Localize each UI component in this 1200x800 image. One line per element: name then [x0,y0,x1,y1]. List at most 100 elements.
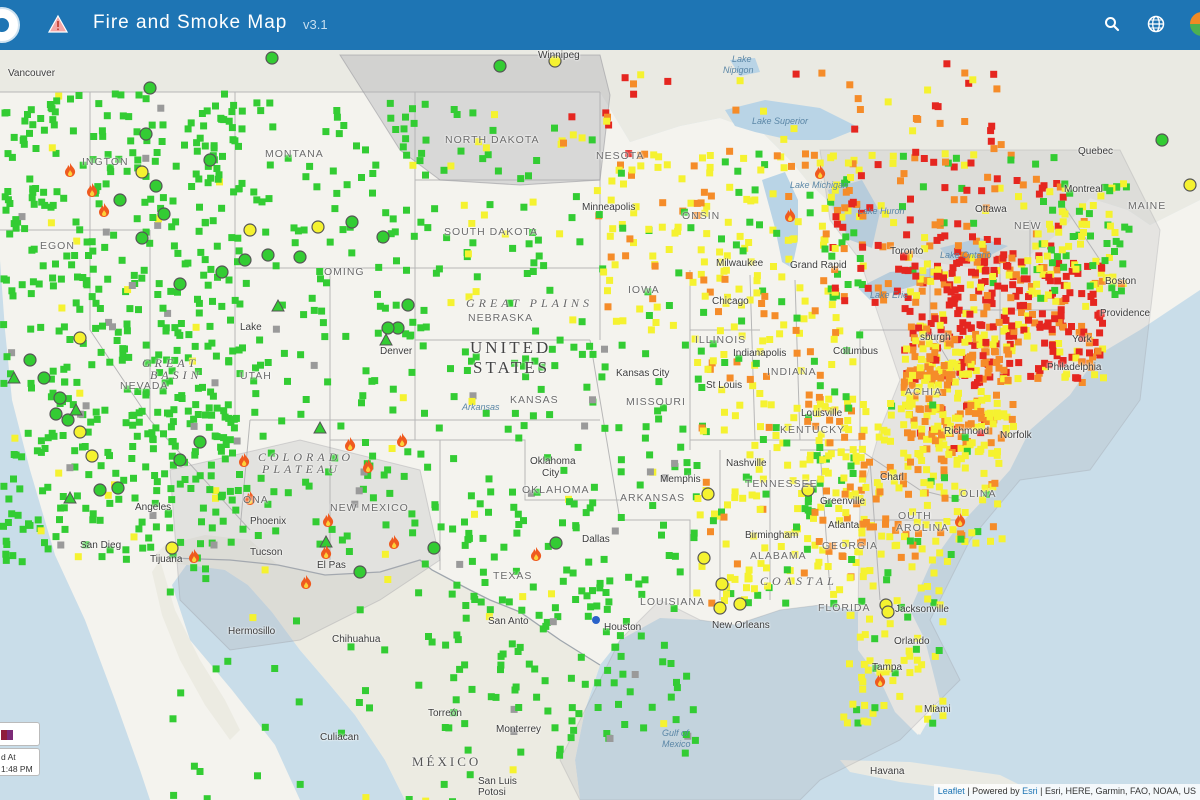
aqi-sensor-square[interactable] [1002,425,1010,432]
aqi-sensor-square[interactable] [409,318,417,326]
aqi-sensor-square[interactable] [270,488,278,496]
aqi-sensor-square[interactable] [109,323,116,331]
aqi-sensor-square[interactable] [919,267,927,275]
aqi-sensor-square[interactable] [168,367,176,375]
aqi-sensor-square[interactable] [971,409,979,417]
aqi-sensor-square[interactable] [874,241,882,249]
aqi-sensor-square[interactable] [879,291,887,299]
aqi-sensor-square[interactable] [26,175,34,183]
aqi-sensor-square[interactable] [583,383,591,391]
aqi-sensor-square[interactable] [738,317,746,325]
aqi-sensor-square[interactable] [939,618,947,626]
aqi-sensor-square[interactable] [1057,306,1065,314]
aqi-sensor-square[interactable] [302,478,310,486]
aqi-sensor-square[interactable] [1005,271,1013,279]
aqi-sensor-square[interactable] [98,127,106,135]
aqi-sensor-square[interactable] [939,311,947,319]
aqi-sensor-square[interactable] [773,444,781,452]
aqi-sensor-square[interactable] [10,475,17,483]
aqi-sensor-square[interactable] [901,355,909,363]
aqi-sensor-square[interactable] [424,224,432,232]
aqi-sensor-square[interactable] [932,537,940,545]
aqi-sensor-square[interactable] [321,333,329,341]
aqi-sensor-square[interactable] [967,159,975,167]
aqi-sensor-square[interactable] [1036,265,1044,273]
aqi-sensor-square[interactable] [931,221,939,229]
aqi-sensor-square[interactable] [951,378,959,386]
aqi-sensor-square[interactable] [854,548,862,556]
aqi-sensor-square[interactable] [560,139,567,147]
aqi-sensor-square[interactable] [784,423,792,431]
aqi-sensor-square[interactable] [847,462,855,470]
aqi-sensor-square[interactable] [750,532,758,540]
aqi-sensor-square[interactable] [442,641,450,649]
aqi-sensor-square[interactable] [107,168,115,176]
aqi-sensor-square[interactable] [904,454,912,462]
aqi-sensor-square[interactable] [1027,283,1035,290]
aqi-sensor-square[interactable] [403,151,411,159]
aqi-sensor-square[interactable] [924,583,931,590]
aqi-sensor-square[interactable] [569,131,577,139]
aqi-sensor-square[interactable] [722,266,730,274]
aqi-sensor-square[interactable] [88,361,96,369]
aqi-sensor-square[interactable] [447,162,455,170]
aqi-sensor-square[interactable] [228,496,236,504]
aqi-sensor-square[interactable] [89,247,97,255]
aqi-sensor-square[interactable] [416,157,424,165]
aqi-sensor-square[interactable] [617,652,625,660]
aqi-sensor-square[interactable] [911,262,919,270]
aqi-sensor-square[interactable] [961,69,969,77]
aqi-sensor-square[interactable] [1097,262,1105,270]
aqi-sensor-square[interactable] [727,590,735,598]
aqi-sensor-square[interactable] [955,389,962,397]
aqi-sensor-square[interactable] [355,487,363,495]
aqi-sensor-square[interactable] [166,377,174,385]
aqi-sensor-square[interactable] [972,367,980,375]
aqi-sensor-square[interactable] [464,746,472,754]
aqi-sensor-square[interactable] [756,458,764,466]
aqi-sensor-square[interactable] [71,447,79,455]
aqi-sensor-square[interactable] [529,229,537,236]
aqi-sensor-square[interactable] [151,472,159,479]
aqi-sensor-square[interactable] [533,693,541,701]
aqi-sensor-square[interactable] [106,546,114,554]
aqi-sensor-square[interactable] [765,423,773,431]
aqi-sensor-square[interactable] [890,477,898,485]
aqi-sensor-square[interactable] [457,147,465,155]
aqi-sensor-square[interactable] [234,234,242,242]
aqi-sensor-square[interactable] [857,486,865,494]
aqi-sensor-square[interactable] [698,562,706,570]
aqi-sensor-square[interactable] [500,543,508,551]
aqi-sensor-square[interactable] [1048,325,1056,333]
aqi-sensor-square[interactable] [149,214,157,221]
aqi-sensor-square[interactable] [887,437,894,445]
aqi-sensor-square[interactable] [284,377,291,385]
aqi-sensor-square[interactable] [213,404,221,412]
aqi-sensor-square[interactable] [968,268,975,276]
aqi-sensor-square[interactable] [929,719,937,727]
aqi-sensor-square[interactable] [532,327,540,335]
aqi-sensor-square[interactable] [1034,230,1042,238]
aqi-sensor-square[interactable] [118,256,126,264]
aqi-sensor-square[interactable] [709,517,717,525]
aqi-sensor-square[interactable] [935,587,943,595]
aqi-sensor-square[interactable] [445,724,453,732]
aqi-sensor-square[interactable] [607,196,615,204]
aqi-sensor-square[interactable] [306,162,314,170]
aqi-sensor-square[interactable] [659,658,667,666]
aqi-monitor-circle[interactable] [165,541,179,555]
aqi-sensor-square[interactable] [235,142,242,150]
aqi-sensor-square[interactable] [778,273,786,281]
aqi-sensor-square[interactable] [1072,354,1080,362]
aqi-sensor-square[interactable] [811,307,819,315]
aqi-sensor-square[interactable] [978,240,986,248]
aqi-sensor-square[interactable] [305,482,313,490]
aqi-sensor-square[interactable] [849,470,857,477]
aqi-sensor-square[interactable] [739,247,747,255]
aqi-sensor-square[interactable] [316,268,324,275]
aqi-sensor-square[interactable] [676,568,684,576]
aqi-sensor-square[interactable] [961,338,969,346]
aqi-sensor-square[interactable] [929,401,937,409]
aqi-sensor-square[interactable] [811,541,819,549]
aqi-sensor-square[interactable] [44,483,52,491]
